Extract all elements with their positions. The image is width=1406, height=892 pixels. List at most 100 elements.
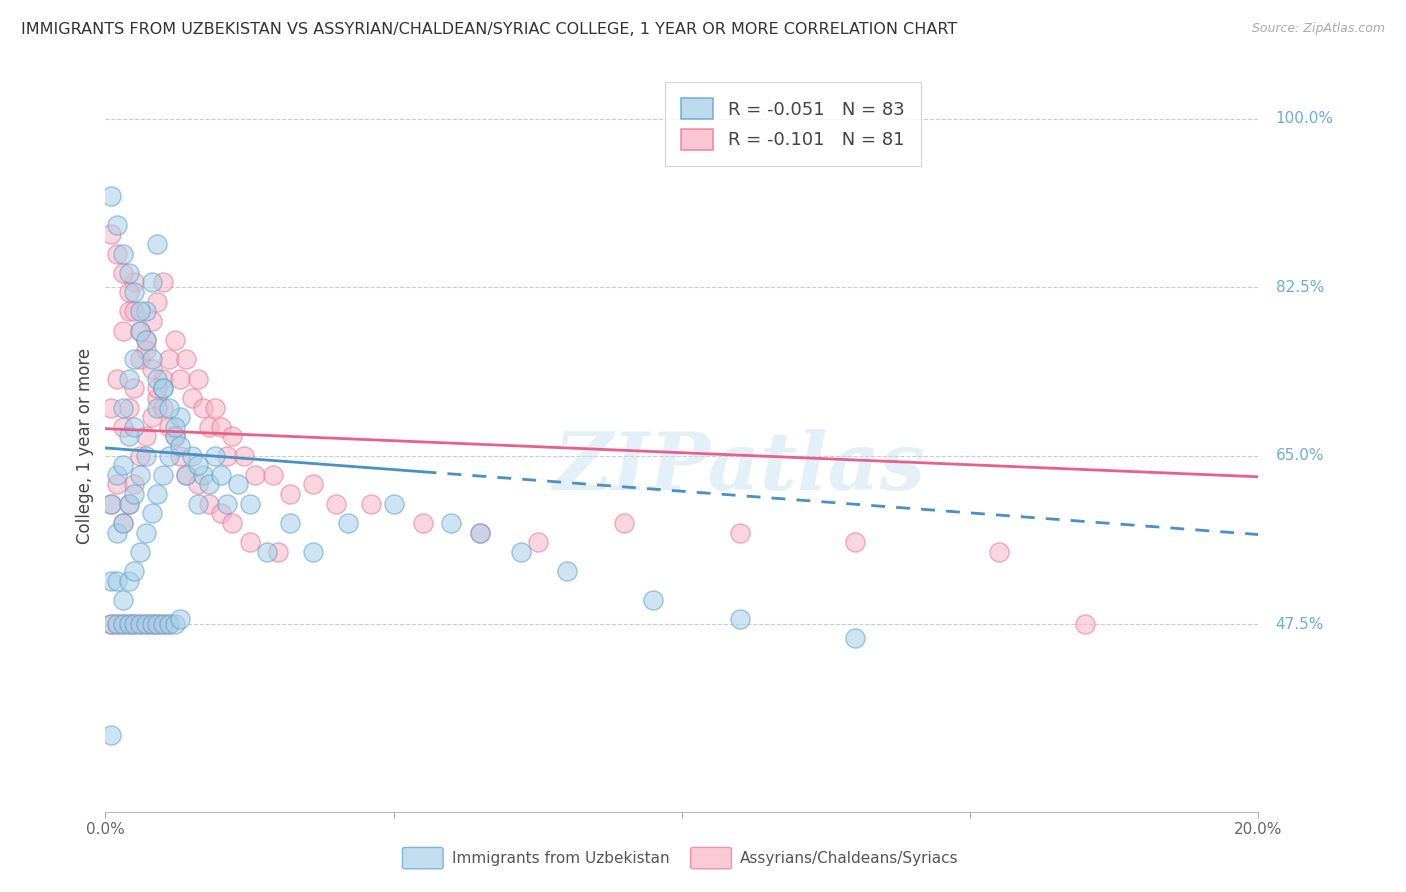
- Point: [117, 617, 139, 632]
- Point: [124, 381, 146, 395]
- Point: [105, 477, 128, 491]
- Point: [146, 294, 169, 309]
- Point: [152, 467, 174, 482]
- Point: [509, 545, 531, 559]
- Point: [169, 449, 191, 463]
- Point: [163, 429, 186, 443]
- Point: [111, 458, 134, 473]
- Point: [844, 535, 866, 549]
- Point: [100, 188, 122, 202]
- Point: [141, 507, 163, 521]
- Text: 47.5%: 47.5%: [1275, 616, 1324, 632]
- Point: [135, 525, 157, 540]
- Point: [141, 352, 163, 367]
- Point: [135, 429, 157, 443]
- Point: [256, 545, 278, 559]
- Point: [193, 401, 215, 415]
- Point: [135, 617, 157, 632]
- Point: [163, 617, 186, 632]
- Point: [209, 507, 232, 521]
- Point: [382, 497, 405, 511]
- Point: [124, 564, 146, 578]
- Point: [198, 419, 221, 434]
- Text: IMMIGRANTS FROM UZBEKISTAN VS ASSYRIAN/CHALDEAN/SYRIAC COLLEGE, 1 YEAR OR MORE C: IMMIGRANTS FROM UZBEKISTAN VS ASSYRIAN/C…: [21, 22, 957, 37]
- Point: [239, 497, 262, 511]
- Point: [157, 352, 180, 367]
- Point: [180, 449, 202, 463]
- Point: [100, 497, 122, 511]
- Point: [262, 467, 284, 482]
- Point: [141, 617, 163, 632]
- Point: [157, 401, 180, 415]
- Text: 82.5%: 82.5%: [1275, 280, 1324, 294]
- Point: [169, 371, 191, 385]
- Text: ZIPatlas: ZIPatlas: [554, 429, 925, 507]
- Point: [146, 617, 169, 632]
- Point: [129, 324, 152, 338]
- Point: [169, 612, 191, 626]
- Point: [135, 333, 157, 347]
- Point: [111, 516, 134, 530]
- Point: [124, 276, 146, 290]
- Point: [360, 497, 382, 511]
- Point: [100, 227, 122, 242]
- Point: [105, 617, 128, 632]
- Point: [141, 617, 163, 632]
- Point: [204, 401, 226, 415]
- Point: [157, 617, 180, 632]
- Point: [124, 285, 146, 299]
- Point: [105, 617, 128, 632]
- Point: [105, 246, 128, 260]
- Point: [100, 617, 122, 632]
- Point: [146, 391, 169, 405]
- Point: [111, 617, 134, 632]
- Point: [411, 516, 433, 530]
- Point: [278, 516, 301, 530]
- Point: [152, 617, 174, 632]
- Point: [325, 497, 347, 511]
- Point: [135, 617, 157, 632]
- Point: [221, 429, 243, 443]
- Point: [152, 381, 174, 395]
- Point: [187, 458, 209, 473]
- Point: [1074, 617, 1097, 632]
- Point: [146, 381, 169, 395]
- Point: [111, 401, 134, 415]
- Point: [215, 497, 238, 511]
- Point: [157, 449, 180, 463]
- Point: [100, 497, 122, 511]
- Point: [135, 343, 157, 357]
- Point: [100, 617, 122, 632]
- Point: [163, 429, 186, 443]
- Point: [129, 324, 152, 338]
- Point: [221, 516, 243, 530]
- Point: [124, 304, 146, 318]
- Point: [215, 449, 238, 463]
- Point: [124, 617, 146, 632]
- Point: [135, 333, 157, 347]
- Legend: R = -0.051   N = 83, R = -0.101   N = 81: R = -0.051 N = 83, R = -0.101 N = 81: [665, 82, 921, 166]
- Point: [117, 617, 139, 632]
- Point: [152, 371, 174, 385]
- Point: [141, 410, 163, 425]
- Point: [117, 429, 139, 443]
- Point: [105, 574, 128, 588]
- Point: [135, 304, 157, 318]
- Point: [117, 285, 139, 299]
- Point: [180, 391, 202, 405]
- Point: [146, 617, 169, 632]
- Point: [555, 564, 578, 578]
- Point: [100, 401, 122, 415]
- Point: [468, 525, 492, 540]
- Point: [117, 266, 139, 280]
- Point: [209, 467, 232, 482]
- Text: Assyrians/Chaldeans/Syriacs: Assyrians/Chaldeans/Syriacs: [740, 851, 959, 865]
- Point: [174, 467, 197, 482]
- Point: [440, 516, 463, 530]
- Point: [728, 612, 751, 626]
- Point: [169, 439, 191, 453]
- Point: [174, 352, 197, 367]
- Point: [111, 266, 134, 280]
- Point: [152, 276, 174, 290]
- Point: [124, 487, 146, 501]
